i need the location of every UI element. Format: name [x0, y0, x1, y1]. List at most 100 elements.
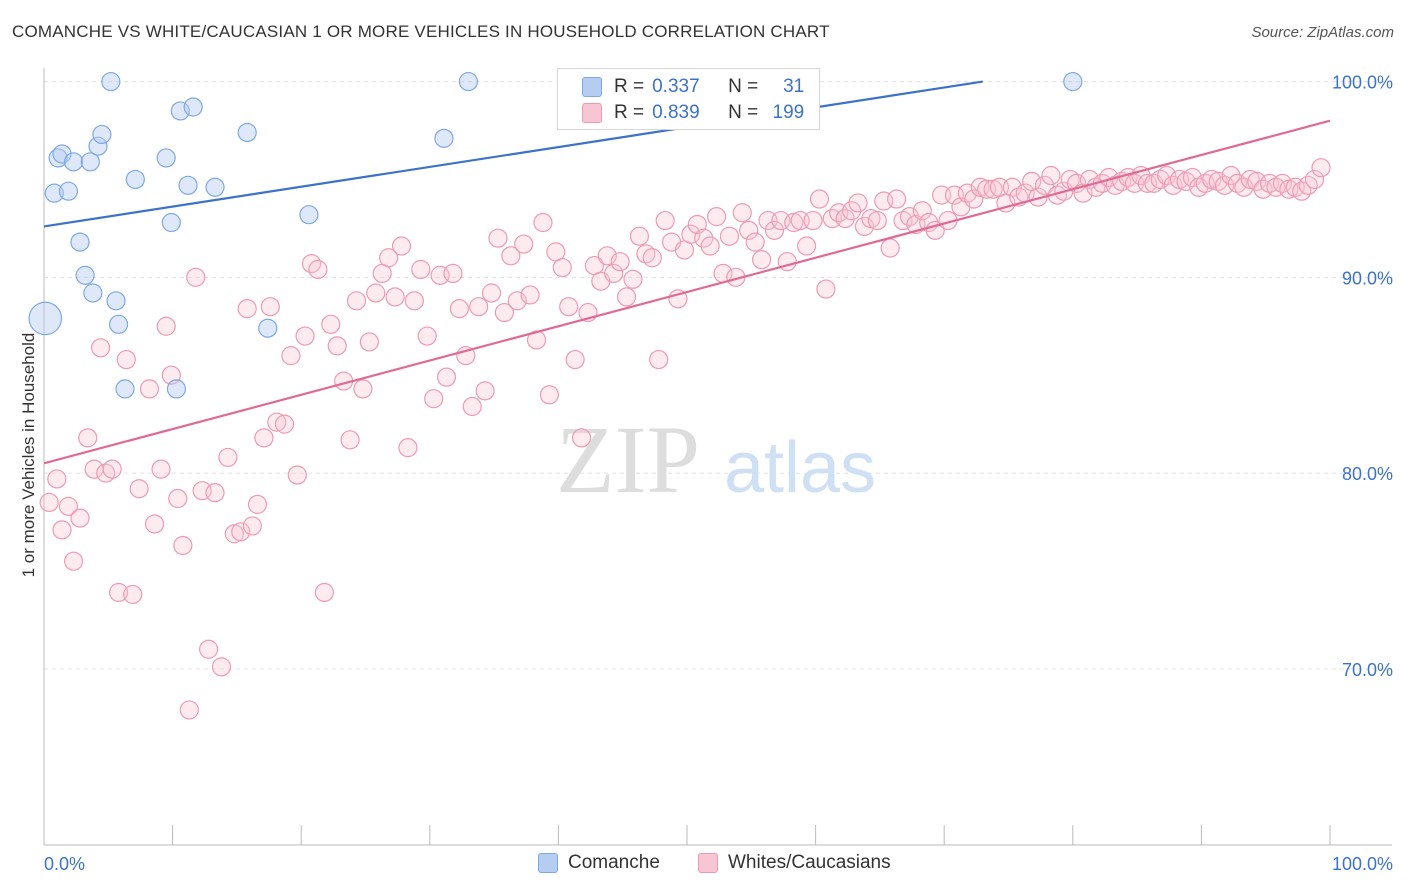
trend-line-whites: [43, 119, 1331, 465]
data-point-whites: [732, 203, 752, 223]
data-point-whites: [887, 189, 907, 209]
data-point-whites: [260, 297, 280, 317]
data-point-whites: [1157, 165, 1177, 186]
data-point-whites: [764, 220, 785, 240]
data-point-whites: [353, 379, 373, 399]
data-point-whites: [391, 236, 412, 256]
data-point-whites: [70, 508, 90, 528]
data-point-comanche: [70, 232, 90, 252]
data-point-whites: [571, 428, 592, 448]
data-point-whites: [681, 224, 701, 244]
data-point-whites: [539, 385, 559, 405]
legend-label-comanche: Comanche: [568, 852, 660, 873]
data-point-whites: [205, 483, 225, 503]
data-point-whites: [475, 381, 495, 401]
data-point-comanche: [166, 379, 187, 399]
data-point-comanche: [75, 265, 95, 285]
stats-legend: R = 0.337 N = 31 R = 0.839 N = 199: [557, 68, 820, 130]
data-point-comanche: [28, 301, 63, 336]
data-point-whites: [186, 267, 206, 287]
data-point-whites: [751, 250, 772, 270]
data-point-whites: [848, 193, 868, 213]
data-point-comanche: [183, 97, 203, 117]
data-point-comanche: [115, 379, 135, 399]
data-point-comanche: [63, 152, 84, 172]
y-tick-label: 80.0%: [1342, 464, 1393, 484]
data-point-whites: [281, 346, 301, 366]
data-point-whites: [52, 520, 72, 540]
data-point-whites: [1311, 158, 1331, 178]
data-point-comanche: [52, 144, 72, 164]
data-point-comanche: [83, 283, 103, 303]
data-point-comanche: [101, 71, 121, 92]
data-point-comanche: [161, 212, 181, 233]
series-legend: Comanche Whites/Caucasians: [0, 852, 1406, 878]
data-point-whites: [552, 257, 572, 278]
data-point-comanche: [258, 318, 278, 338]
data-point-whites: [139, 379, 160, 399]
data-point-whites: [108, 582, 129, 603]
data-point-whites: [359, 332, 379, 352]
data-point-whites: [385, 287, 405, 307]
data-point-whites: [366, 283, 386, 303]
data-point-whites: [267, 412, 287, 432]
legend-swatch-comanche: [582, 77, 602, 97]
data-point-whites: [912, 201, 932, 221]
data-point-whites: [274, 414, 295, 434]
n-value-comanche: 31: [783, 76, 805, 97]
data-point-comanche: [88, 136, 108, 156]
data-point-comanche: [44, 183, 64, 203]
data-point-comanche: [92, 124, 112, 145]
r-label: R =: [614, 76, 645, 97]
data-point-comanche: [106, 291, 126, 311]
data-point-whites: [481, 283, 502, 303]
data-point-whites: [501, 246, 521, 266]
data-point-whites: [1137, 173, 1157, 193]
data-point-whites: [668, 289, 688, 309]
r-value-comanche: 0.337: [652, 76, 700, 97]
data-point-whites: [694, 228, 714, 248]
data-point-whites: [231, 522, 251, 542]
y-tick-label: 70.0%: [1342, 660, 1393, 680]
legend-item-comanche[interactable]: Comanche: [538, 852, 660, 874]
legend-item-whites[interactable]: Whites/Caucasians: [698, 852, 891, 874]
data-point-whites: [449, 299, 469, 319]
data-point-whites: [237, 299, 257, 319]
data-point-whites: [1221, 165, 1241, 186]
legend-swatch-whites: [698, 853, 718, 873]
data-point-whites: [649, 349, 669, 370]
data-point-whites: [655, 210, 675, 231]
data-point-whites: [287, 465, 307, 485]
data-point-whites: [565, 349, 585, 370]
data-point-whites: [123, 584, 143, 605]
data-point-whites: [168, 488, 188, 509]
data-point-whites: [424, 389, 444, 409]
legend-swatch-comanche: [538, 853, 558, 873]
r-label: R =: [614, 102, 645, 123]
data-point-whites: [559, 297, 579, 317]
data-point-whites: [144, 514, 165, 534]
trend-lines: [43, 80, 1331, 465]
data-point-comanche: [156, 148, 176, 168]
data-point-comanche: [299, 205, 319, 225]
data-point-comanche: [1063, 71, 1083, 92]
data-point-whites: [700, 236, 720, 256]
data-point-whites: [745, 232, 765, 252]
data-point-whites: [842, 201, 862, 221]
data-point-whites: [58, 496, 79, 516]
data-point-whites: [1034, 175, 1055, 195]
watermark-atlas: atlas: [724, 428, 876, 508]
axes: [43, 68, 1392, 846]
data-point-whites: [340, 430, 360, 450]
data-point-whites: [629, 226, 650, 246]
data-point-whites: [623, 269, 643, 289]
data-point-whites: [404, 291, 424, 311]
data-point-whites: [211, 657, 232, 677]
n-label: N =: [728, 76, 759, 97]
data-point-whites: [494, 302, 514, 323]
n-label: N =: [728, 102, 759, 123]
data-point-whites: [925, 220, 945, 240]
data-point-whites: [616, 287, 637, 307]
data-point-whites: [1041, 165, 1061, 186]
data-point-whites: [796, 236, 817, 256]
